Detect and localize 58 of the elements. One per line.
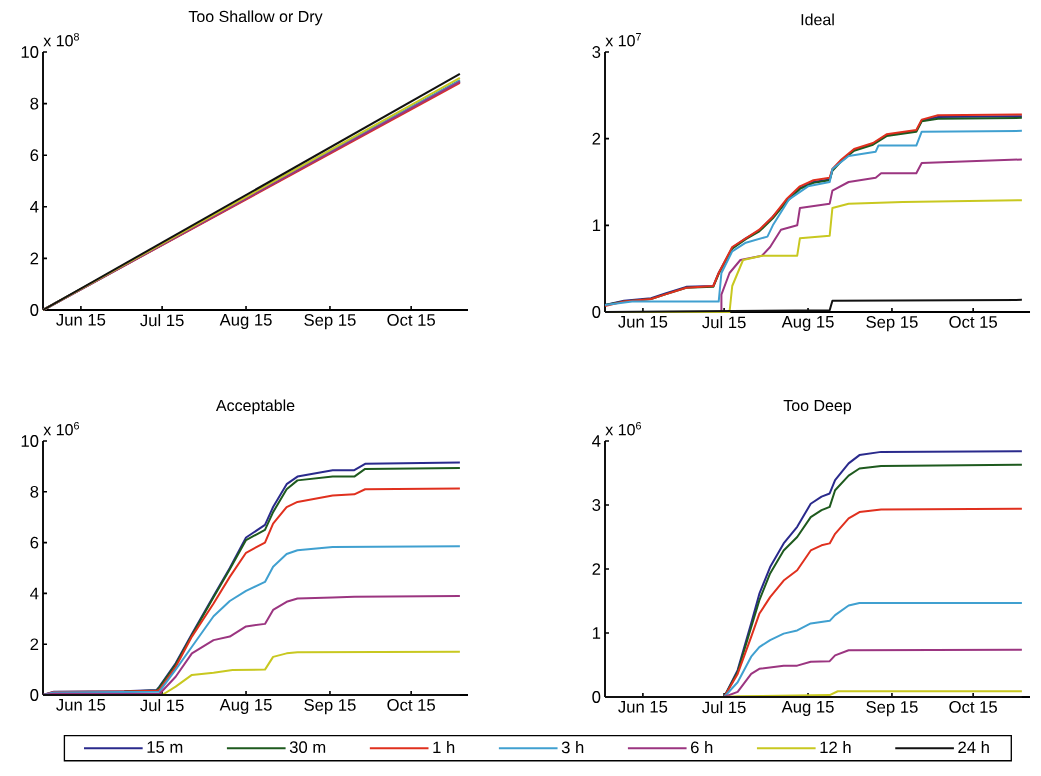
y-tick-label: 4 (30, 587, 39, 600)
legend-label: 12 h (820, 741, 851, 754)
legend-label: 24 h (958, 741, 989, 754)
x-tick-label: Jul 15 (702, 316, 746, 329)
y-tick-label: 8 (30, 97, 39, 110)
line-series (42, 545, 461, 696)
x-tick-label: Oct 15 (949, 316, 997, 328)
text: x 10$^{6}$ (605, 421, 641, 436)
chart-title: Too Shallow or Dry (188, 10, 323, 26)
x-tick-label: Oct 15 (387, 314, 435, 326)
x-tick-label: Aug 15 (781, 316, 834, 331)
y-tick-label: 4 (592, 435, 601, 447)
y-tick-label: 3 (592, 46, 601, 58)
x-tick-label: Jun 15 (56, 699, 106, 711)
chart-title: Too Deep (783, 399, 852, 415)
legend-label: 1 h (433, 741, 455, 754)
legend-label: 30 m (289, 741, 326, 754)
x-tick-label: Jul 15 (140, 699, 184, 712)
y-tick-label: 2 (30, 638, 39, 651)
text: x 10$^{7}$ (605, 33, 641, 47)
x-tick-label: Jul 15 (140, 314, 184, 327)
x-tick-label: Sep 15 (866, 316, 918, 332)
x-tick-label: Sep 15 (866, 701, 918, 717)
y-tick-label: 0 (30, 304, 39, 316)
y-tick-label: 1 (592, 627, 601, 639)
chart-title: Acceptable (215, 399, 295, 415)
y-tick-label: 2 (30, 252, 39, 265)
y-tick-label: 0 (592, 306, 601, 318)
y-tick-label: 2 (592, 132, 601, 145)
y-tick-label: 0 (30, 689, 39, 701)
legend-label: 15 m (147, 741, 183, 753)
x-tick-label: Jun 15 (618, 316, 668, 328)
y-tick-label: 4 (30, 201, 39, 213)
x-tick-label: Oct 15 (949, 701, 997, 713)
y-tick-label: 8 (30, 485, 39, 498)
x-tick-label: Jul 15 (702, 701, 746, 714)
y-tick-label: 0 (592, 691, 601, 703)
y-tick-label: 10 (21, 435, 39, 447)
x-tick-label: Oct 15 (387, 699, 435, 711)
legend-label: 3 h (561, 741, 584, 754)
x-tick-label: Aug 15 (219, 699, 272, 714)
y-tick-label: 2 (592, 563, 601, 575)
y-tick-label: 6 (30, 536, 39, 549)
x-tick-label: Aug 15 (219, 314, 272, 329)
y-tick-label: 6 (30, 149, 39, 162)
x-tick-label: Sep 15 (304, 314, 356, 330)
text: x 10$^{6}$ (43, 421, 79, 436)
line-series (604, 298, 1023, 313)
legend-label: 6 h (691, 741, 713, 754)
y-tick-label: 1 (592, 219, 601, 232)
x-tick-label: Jun 15 (56, 314, 106, 326)
y-tick-label: 3 (592, 499, 601, 511)
x-tick-label: Aug 15 (781, 701, 834, 716)
y-tick-label: 10 (21, 46, 39, 58)
chart-title: Ideal (801, 13, 834, 26)
text: x 10$^{8}$ (43, 32, 79, 47)
x-tick-label: Sep 15 (304, 699, 356, 715)
x-tick-label: Jun 15 (618, 701, 668, 713)
